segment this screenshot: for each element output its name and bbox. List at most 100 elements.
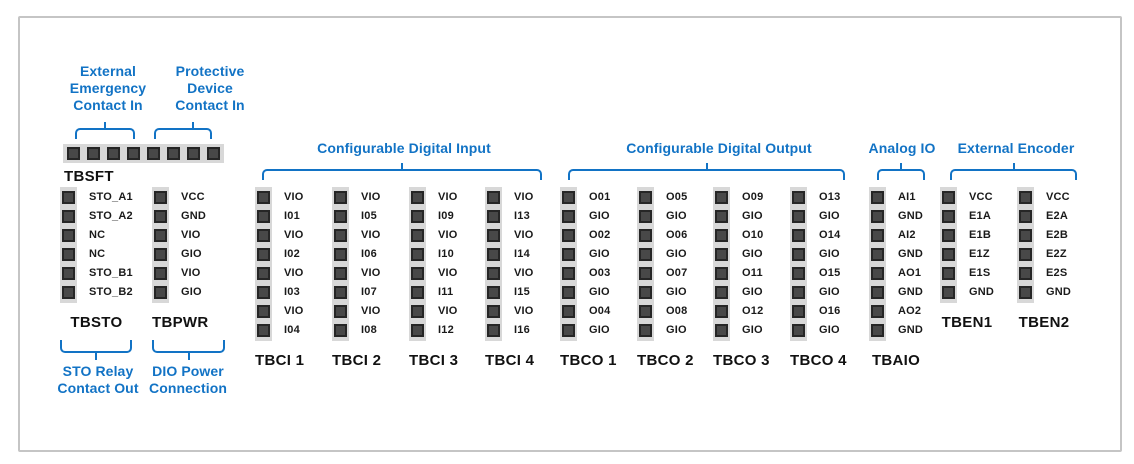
pin-strip [332, 187, 349, 341]
pin-contact-icon [639, 229, 652, 242]
section-header-external-encoder: External Encoder [957, 140, 1075, 156]
pin-label: VCC [181, 191, 205, 203]
pin-contact-icon [871, 267, 884, 280]
pin-contact-icon [715, 267, 728, 280]
brace-analog-io [877, 163, 925, 180]
pin-contact-icon [207, 147, 220, 160]
block-name: TBCI 2 [332, 352, 382, 369]
pin-label: O15 [819, 267, 841, 279]
pin-label: VIO [438, 229, 458, 241]
pin-contact-icon [334, 267, 347, 280]
pin-label: O04 [589, 305, 611, 317]
brace-stem [104, 122, 106, 130]
pin-contact-icon [487, 305, 500, 318]
terminal-block-tbsto: STO_A1 STO_A2 NC NC STO_B1 STO_B2 TBSTO [60, 187, 133, 331]
block-name: TBPWR [152, 314, 209, 331]
pin-contact-icon [792, 305, 805, 318]
pin-label: I15 [514, 286, 530, 298]
pin-contact-icon [62, 191, 75, 204]
pin-label: O08 [666, 305, 688, 317]
pin-contact-icon [62, 286, 75, 299]
pin-strip [940, 187, 957, 303]
pin-label: E2Z [1046, 248, 1067, 260]
pin-label: E1S [969, 267, 991, 279]
label-external-emergency-contact-in: External Emergency Contact In [52, 63, 164, 114]
pin-label: E1B [969, 229, 991, 241]
brace-protective-device [154, 122, 212, 139]
pin-contact-icon [792, 191, 805, 204]
pin-label: I02 [284, 248, 300, 260]
pin-label: VCC [1046, 191, 1070, 203]
pin-label: GND [1046, 286, 1072, 298]
pin-contact-icon [639, 210, 652, 223]
terminal-block-tbci-4: VIO I13 VIO I14 VIO I15 VIO I16 TBCI 4 [485, 187, 534, 369]
pin-contact-icon [107, 147, 120, 160]
pin-label: GIO [666, 248, 687, 260]
pin-contact-icon [639, 191, 652, 204]
brace-stem [705, 163, 708, 171]
pin-contact-icon [871, 305, 884, 318]
brace-stem [192, 122, 195, 130]
block-name: TBSTO [70, 314, 123, 331]
section-header-analog-io: Analog IO [868, 140, 936, 156]
pin-contact-icon [942, 210, 955, 223]
pin-label: VIO [438, 191, 458, 203]
pin-contact-icon [411, 267, 424, 280]
pin-contact-icon [334, 248, 347, 261]
pin-label-column: VIO I05 VIO I06 VIO I07 VIO I08 [361, 187, 381, 341]
terminal-block-tbci-3: VIO I09 VIO I10 VIO I11 VIO I12 TBCI 3 [409, 187, 458, 369]
pin-label: GND [898, 248, 924, 260]
pin-label: I04 [284, 324, 300, 336]
pin-strip [1017, 187, 1034, 303]
pin-label: VIO [514, 305, 534, 317]
block-name: TBCO 3 [713, 352, 770, 369]
pin-contact-icon [334, 229, 347, 242]
pin-contact-icon [792, 229, 805, 242]
pin-label: O01 [589, 191, 611, 203]
terminal-block-tbco-4: O13 GIO O14 GIO O15 GIO O16 GIO TBCO 4 [790, 187, 847, 369]
block-name: TBCI 4 [485, 352, 535, 369]
pin-contact-icon [62, 229, 75, 242]
brace-digital-input [262, 163, 542, 180]
pin-contact-icon [154, 248, 167, 261]
pin-label: AI2 [898, 229, 916, 241]
pin-label: NC [89, 229, 106, 241]
pin-contact-icon [871, 229, 884, 242]
pin-label: O03 [589, 267, 611, 279]
label-dio-power-connection: DIO Power Connection [132, 363, 244, 397]
pin-contact-icon [792, 210, 805, 223]
pin-label: GND [898, 210, 924, 222]
pin-label: VIO [514, 229, 534, 241]
pin-contact-icon [715, 248, 728, 261]
section-header-digital-output: Configurable Digital Output [626, 140, 812, 156]
pin-label-column: O09 GIO O10 GIO O11 GIO O12 GIO [742, 187, 770, 341]
pin-contact-icon [487, 324, 500, 337]
pin-contact-icon [154, 229, 167, 242]
pin-contact-icon [167, 147, 180, 160]
pin-label: O16 [819, 305, 841, 317]
pin-contact-icon [562, 191, 575, 204]
pin-contact-icon [257, 324, 270, 337]
pin-label: GND [181, 210, 207, 222]
pin-label: AO2 [898, 305, 922, 317]
pin-label: VIO [361, 267, 381, 279]
pin-contact-icon [487, 286, 500, 299]
pin-label: GIO [589, 210, 610, 222]
pin-contact-icon [942, 248, 955, 261]
pin-contact-icon [715, 191, 728, 204]
pin-label: GND [898, 324, 924, 336]
pin-contact-icon [1019, 267, 1032, 280]
terminal-block-tbco-2: O05 GIO O06 GIO O07 GIO O08 GIO TBCO 2 [637, 187, 694, 369]
pin-label: AI1 [898, 191, 916, 203]
terminal-block-tben2: VCC E2A E2B E2Z E2S GND TBEN2 [1017, 187, 1071, 331]
pin-label-column: VCC GND VIO GIO VIO GIO [181, 187, 209, 303]
pin-label: E1A [969, 210, 991, 222]
pin-label: I07 [361, 286, 377, 298]
caption-line: STO Relay [62, 363, 134, 379]
pin-contact-icon [562, 210, 575, 223]
brace-external-emergency [75, 122, 135, 139]
pin-contact-icon [639, 248, 652, 261]
pin-label: I06 [361, 248, 377, 260]
terminal-block-tbci-1: VIO I01 VIO I02 VIO I03 VIO I04 TBCI 1 [255, 187, 304, 369]
pin-label: I09 [438, 210, 454, 222]
